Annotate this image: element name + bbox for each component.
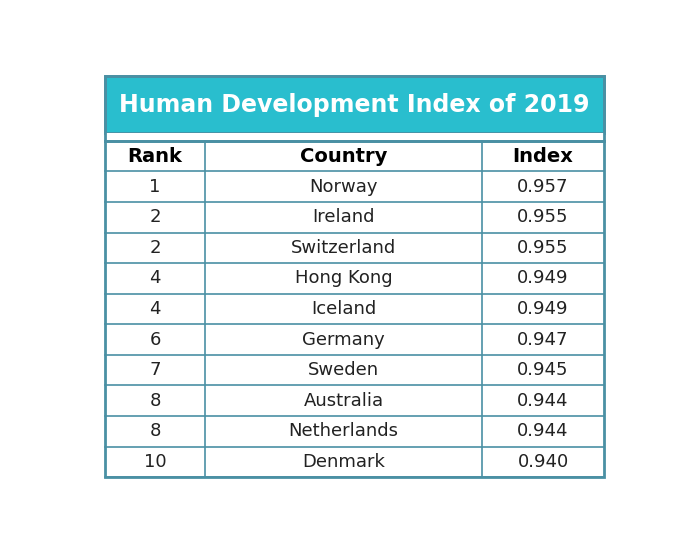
Text: 8: 8 [149,423,161,440]
Text: 0.955: 0.955 [518,208,569,226]
Text: 0.955: 0.955 [518,239,569,257]
Text: 0.945: 0.945 [518,361,569,379]
Bar [105,133,604,141]
Text: 0.944: 0.944 [518,423,569,440]
Text: Switzerland: Switzerland [291,239,397,257]
Text: 6: 6 [149,330,161,349]
Text: 4: 4 [149,300,161,318]
Text: 0.947: 0.947 [518,330,569,349]
Bar [105,76,604,133]
Text: 0.949: 0.949 [518,270,569,288]
Text: Norway: Norway [309,178,378,196]
Text: Netherlands: Netherlands [289,423,399,440]
Text: Iceland: Iceland [311,300,376,318]
Text: Rank: Rank [128,147,183,165]
Text: 0.944: 0.944 [518,392,569,410]
Text: 4: 4 [149,270,161,288]
Text: 0.949: 0.949 [518,300,569,318]
Text: 7: 7 [149,361,161,379]
Text: Denmark: Denmark [302,453,385,471]
Text: Country: Country [300,147,388,165]
Text: 0.957: 0.957 [518,178,569,196]
Text: 2: 2 [149,208,161,226]
Text: 10: 10 [144,453,167,471]
Text: Index: Index [513,147,574,165]
Text: Australia: Australia [304,392,383,410]
Text: 2: 2 [149,239,161,257]
Text: Germany: Germany [302,330,385,349]
Text: 1: 1 [149,178,161,196]
Text: 0.940: 0.940 [518,453,569,471]
Text: Ireland: Ireland [312,208,375,226]
Text: Human Development Index of 2019: Human Development Index of 2019 [120,93,590,117]
Text: Sweden: Sweden [308,361,379,379]
Text: 8: 8 [149,392,161,410]
Text: Hong Kong: Hong Kong [295,270,392,288]
Bar [105,141,604,477]
